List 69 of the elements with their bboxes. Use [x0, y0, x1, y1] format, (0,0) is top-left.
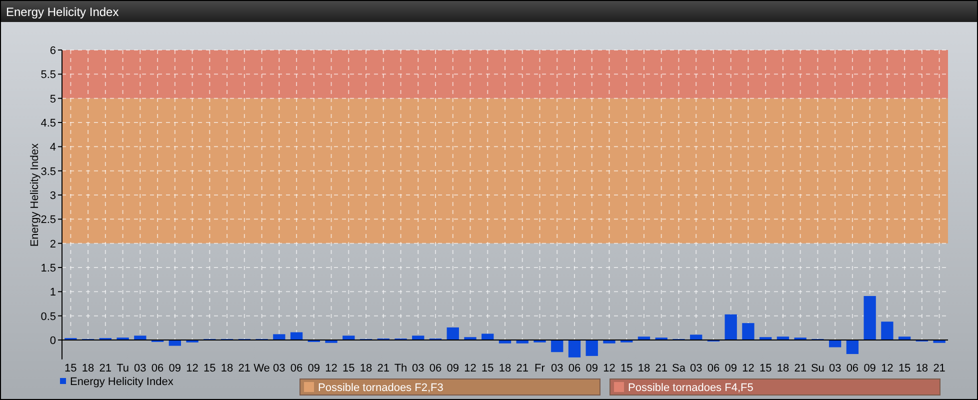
y-tick-label: 6	[50, 45, 56, 57]
x-tick-label: 03	[273, 362, 286, 374]
x-tick-label: 15	[204, 362, 216, 374]
y-tick-label: 4.5	[40, 118, 56, 130]
y-tick-label: 3	[50, 190, 56, 202]
legend-label: Possible tornadoes F4,F5	[628, 382, 754, 394]
y-tick-label: 0.5	[40, 310, 56, 323]
x-tick-label: 18	[360, 362, 372, 374]
x-tick-label: 03	[134, 362, 146, 374]
x-tick-label: 12	[186, 362, 198, 374]
x-tick-label: 21	[933, 362, 946, 374]
x-tick-label: 09	[864, 362, 876, 374]
x-tick-label: 21	[794, 362, 806, 374]
x-tick-label: 18	[776, 362, 790, 374]
x-tick-label: 21	[655, 362, 668, 374]
x-tick-label: 15	[482, 362, 494, 374]
x-tick-label: 06	[151, 362, 164, 374]
x-tick-label: 09	[446, 362, 460, 374]
x-tick-label: 06	[707, 362, 720, 374]
x-tick-label: 15	[342, 362, 355, 374]
x-tick-label: 21	[516, 362, 528, 374]
y-tick-label: 0	[50, 335, 56, 347]
x-tick-label: 09	[168, 362, 182, 374]
y-tick-label: 4	[50, 142, 56, 154]
x-tick-label: 09	[586, 362, 598, 374]
x-tick-label: Su	[810, 362, 824, 374]
x-tick-label: 18	[82, 362, 94, 374]
x-tick-label: 09	[308, 362, 320, 374]
x-tick-label: Fr	[534, 362, 546, 374]
chart-title: Energy Helicity Index	[6, 5, 119, 19]
x-tick-label: 12	[603, 362, 616, 374]
x-tick-label: 15	[620, 362, 633, 374]
y-tick-label: 2	[50, 238, 56, 250]
y-axis-title: Energy Helicity Index	[29, 142, 41, 247]
x-tick-label: 03	[690, 362, 702, 374]
x-tick-label: 18	[498, 362, 512, 374]
x-tick-label: 12	[325, 362, 338, 374]
x-tick-label: 03	[828, 362, 842, 374]
x-tick-label: 09	[724, 362, 737, 374]
y-tick-label: 5.5	[40, 69, 56, 82]
y-tick-label: 2.5	[40, 214, 56, 226]
x-tick-label: 18	[916, 362, 928, 374]
x-tick-label: 06	[290, 362, 303, 374]
x-tick-label: 12	[464, 362, 476, 374]
x-tick-label: Th	[394, 362, 408, 374]
legend-label: Energy Helicity Index	[70, 376, 174, 388]
y-tick-label: 5	[50, 93, 56, 106]
x-tick-label: We	[254, 362, 270, 374]
x-tick-label: 21	[99, 362, 112, 374]
x-tick-label: 06	[429, 362, 442, 374]
x-tick-label: 21	[377, 362, 390, 374]
x-tick-label: 15	[64, 362, 77, 374]
x-tick-label: 18	[638, 362, 650, 374]
y-tick-label: 1	[50, 286, 56, 299]
x-tick-label: 03	[412, 362, 424, 374]
x-tick-label: 12	[881, 362, 894, 374]
y-tick-label: 1.5	[40, 262, 56, 274]
x-tick-label: 06	[568, 362, 581, 374]
x-tick-label: Sa	[672, 362, 686, 374]
x-tick-label: 03	[550, 362, 564, 374]
legend-label: Possible tornadoes F2,F3	[318, 382, 444, 394]
x-tick-label: Tu	[116, 362, 130, 374]
x-tick-label: 12	[742, 362, 754, 374]
x-tick-label: 06	[846, 362, 859, 374]
x-tick-label: 15	[759, 362, 772, 374]
x-tick-label: 18	[220, 362, 234, 374]
x-tick-label: 21	[238, 362, 251, 374]
y-tick-label: 3.5	[40, 166, 56, 178]
x-tick-label: 15	[898, 362, 911, 374]
